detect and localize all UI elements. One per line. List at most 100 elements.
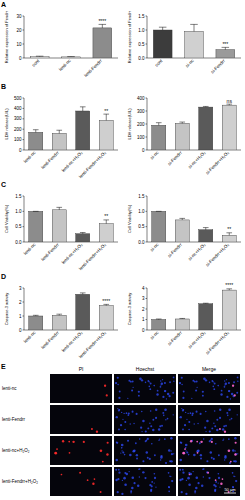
nucleus-dot <box>194 492 196 494</box>
nucleus-dot <box>203 468 205 470</box>
nucleus-dot <box>158 428 160 430</box>
scale-bar-label: 50 μm <box>224 487 236 492</box>
error-cap <box>56 207 62 208</box>
nucleus-dot <box>142 420 145 423</box>
nucleus-dot <box>181 478 183 480</box>
y-tick-label: 0 <box>19 56 22 61</box>
bar <box>199 107 213 150</box>
nucleus-dot <box>185 412 186 413</box>
nucleus-dot <box>227 415 229 417</box>
error-stem <box>205 106 206 108</box>
nucleus-dot <box>211 438 213 440</box>
nucleus-dot <box>161 425 163 427</box>
nucleus-dot <box>138 391 140 393</box>
y-axis-label: LDH release(U/L) <box>4 108 9 140</box>
bar-chart: DCaspase-3 activity0123lenti-nclenti-Fen… <box>1 273 118 359</box>
nucleus-dot <box>153 385 155 387</box>
nucleus-dot <box>225 425 227 427</box>
nucleus-dot <box>116 441 118 443</box>
y-tick-label: 0 <box>19 328 22 333</box>
y-tick <box>23 330 25 331</box>
nucleus-dot <box>154 473 156 475</box>
x-tick-label: lenti-Fendrr <box>40 242 60 262</box>
nucleus-dot <box>162 412 164 414</box>
nucleus-dot <box>187 413 188 414</box>
y-tick <box>146 226 148 227</box>
nucleus-dot <box>181 384 182 385</box>
bars <box>29 293 114 330</box>
error-bar <box>203 106 209 108</box>
y-tick <box>146 319 148 320</box>
pi-dot <box>68 441 70 443</box>
error-cap <box>226 104 232 105</box>
pi-dot <box>182 452 184 454</box>
nucleus-dot <box>136 413 138 415</box>
bar <box>222 290 236 330</box>
nucleus-dot <box>209 430 211 432</box>
nucleus-dot <box>117 384 118 385</box>
nucleus-dot <box>181 408 182 409</box>
nucleus-dot <box>151 443 153 445</box>
nucleus-dot <box>120 424 122 426</box>
nucleus-dot <box>157 390 159 392</box>
nucleus-dot <box>131 487 133 489</box>
nucleus-dot <box>154 482 155 483</box>
nucleus-dot <box>150 410 152 412</box>
x-tick-label: lenti-Fendrr+H₂O₂ <box>78 242 107 271</box>
bar <box>99 224 113 242</box>
nucleus-dot <box>166 398 167 399</box>
nucleus-dot <box>197 482 199 484</box>
x-tick-label: si-Fendrr <box>167 150 184 167</box>
significance: **** <box>102 298 110 304</box>
y-tick-label: 2 <box>19 300 22 305</box>
nucleus-dot <box>168 449 170 451</box>
x-tick-label: lenti-Fendrr+H₂O₂ <box>78 330 107 359</box>
error-stem <box>205 303 206 305</box>
y-tick <box>146 58 148 59</box>
significance: ns <box>227 98 233 104</box>
nucleus-dot <box>202 391 204 393</box>
nucleus-dot <box>160 380 161 381</box>
nucleus-dot <box>199 442 201 444</box>
nucleus-dot <box>147 427 149 429</box>
y-tick <box>23 196 25 197</box>
nucleus-dot <box>224 455 226 457</box>
bar <box>152 211 166 242</box>
y-tick <box>23 30 25 31</box>
nucleus-dot <box>194 490 196 492</box>
nucleus-dot <box>122 480 123 481</box>
nucleus-dot <box>115 382 117 384</box>
nucleus-dot <box>170 476 171 477</box>
nucleus-dot <box>124 429 126 431</box>
pi-dot <box>184 448 186 450</box>
nucleus-dot <box>213 423 214 424</box>
panel-label: D <box>1 273 6 280</box>
column-label: Merge <box>202 366 216 372</box>
nucleus-dot <box>213 458 215 460</box>
x-tick-label: si-Fendrr <box>167 242 184 259</box>
error-bar <box>159 27 167 30</box>
nucleus-dot <box>159 425 161 427</box>
pi-dot <box>100 449 103 452</box>
nucleus-dot <box>196 387 197 388</box>
nucleus-dot <box>119 409 121 411</box>
pi-dot <box>106 394 108 396</box>
nucleus-dot <box>164 390 166 392</box>
pi-dot <box>190 440 192 442</box>
micrograph <box>50 436 112 465</box>
micrograph-bg <box>114 436 176 465</box>
y-axis <box>147 196 148 242</box>
y-tick <box>146 30 148 31</box>
bars <box>29 207 114 242</box>
error-cap <box>156 318 162 319</box>
nucleus-dot <box>127 440 129 442</box>
y-tick <box>146 196 148 197</box>
nucleus-dot <box>123 413 124 414</box>
nucleus-dot <box>202 395 204 397</box>
error-bar <box>56 207 62 209</box>
nucleus-dot <box>228 390 230 392</box>
nucleus-dot <box>130 490 132 492</box>
significance: ** <box>104 108 108 114</box>
error-stem <box>158 123 159 126</box>
y-tick <box>23 58 25 59</box>
